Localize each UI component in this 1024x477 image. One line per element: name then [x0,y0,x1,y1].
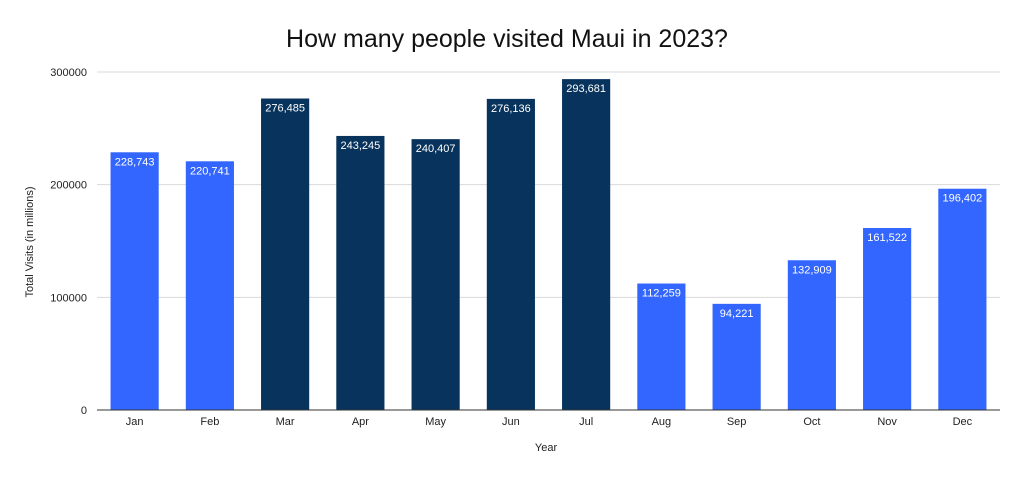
x-tick-label-feb: Feb [200,416,219,428]
data-label-aug: 112,259 [642,288,681,300]
bar-dec [938,188,987,410]
y-tick-label: 200000 [50,180,87,192]
gridlines [97,71,1000,298]
bar-oct [787,260,836,410]
data-label-oct: 132,909 [792,264,832,276]
x-tick-label-jun: Jun [502,416,520,428]
bar-sep [712,303,761,410]
bar-aug [637,283,686,410]
data-label-jan: 228,743 [115,156,155,168]
axis-ticks: 0 100000 200000 300000 Jan Feb Mar Apr May Jun Jul… [50,67,972,428]
bar-nov [863,228,912,410]
y-tick-label: 100000 [50,292,87,304]
data-label-sep: 94,221 [720,308,754,320]
y-tick-label: 300000 [50,67,87,79]
data-label-mar: 276,485 [265,102,305,114]
data-label-jun: 276,136 [491,103,531,115]
data-label-jul: 293,681 [566,83,606,95]
bar-feb [185,161,234,410]
bar-mar [261,98,310,411]
chart-title: How many people visited Maui in 2023? [286,25,728,53]
x-tick-label-apr: Apr [352,416,369,428]
x-tick-label-aug: Aug [652,416,672,428]
y-axis-label: Total Visits (in millions) [24,186,36,297]
data-label-dec: 196,402 [942,193,982,205]
bar-jun [486,98,535,410]
x-axis-label: Year [535,442,558,454]
x-tick-label-jan: Jan [126,416,144,428]
x-tick-label-nov: Nov [877,416,897,428]
data-label-feb: 220,741 [190,165,230,177]
x-tick-label-may: May [425,416,446,428]
y-tick-label: 0 [81,405,87,417]
data-label-apr: 243,245 [340,140,380,152]
x-tick-label-mar: Mar [276,416,295,428]
x-tick-label-sep: Sep [727,416,747,428]
bars: 228,743 220,741 276,485 243,245 240,407 276,1… [110,79,987,411]
bar-jan [110,152,159,410]
x-tick-label-oct: Oct [803,416,820,428]
bar-may [411,139,460,410]
bar-apr [336,135,385,410]
bar-jul [562,79,611,410]
data-label-may: 240,407 [416,143,456,155]
x-tick-label-jul: Jul [579,416,593,428]
data-label-nov: 161,522 [867,232,907,244]
x-tick-label-dec: Dec [953,416,973,428]
